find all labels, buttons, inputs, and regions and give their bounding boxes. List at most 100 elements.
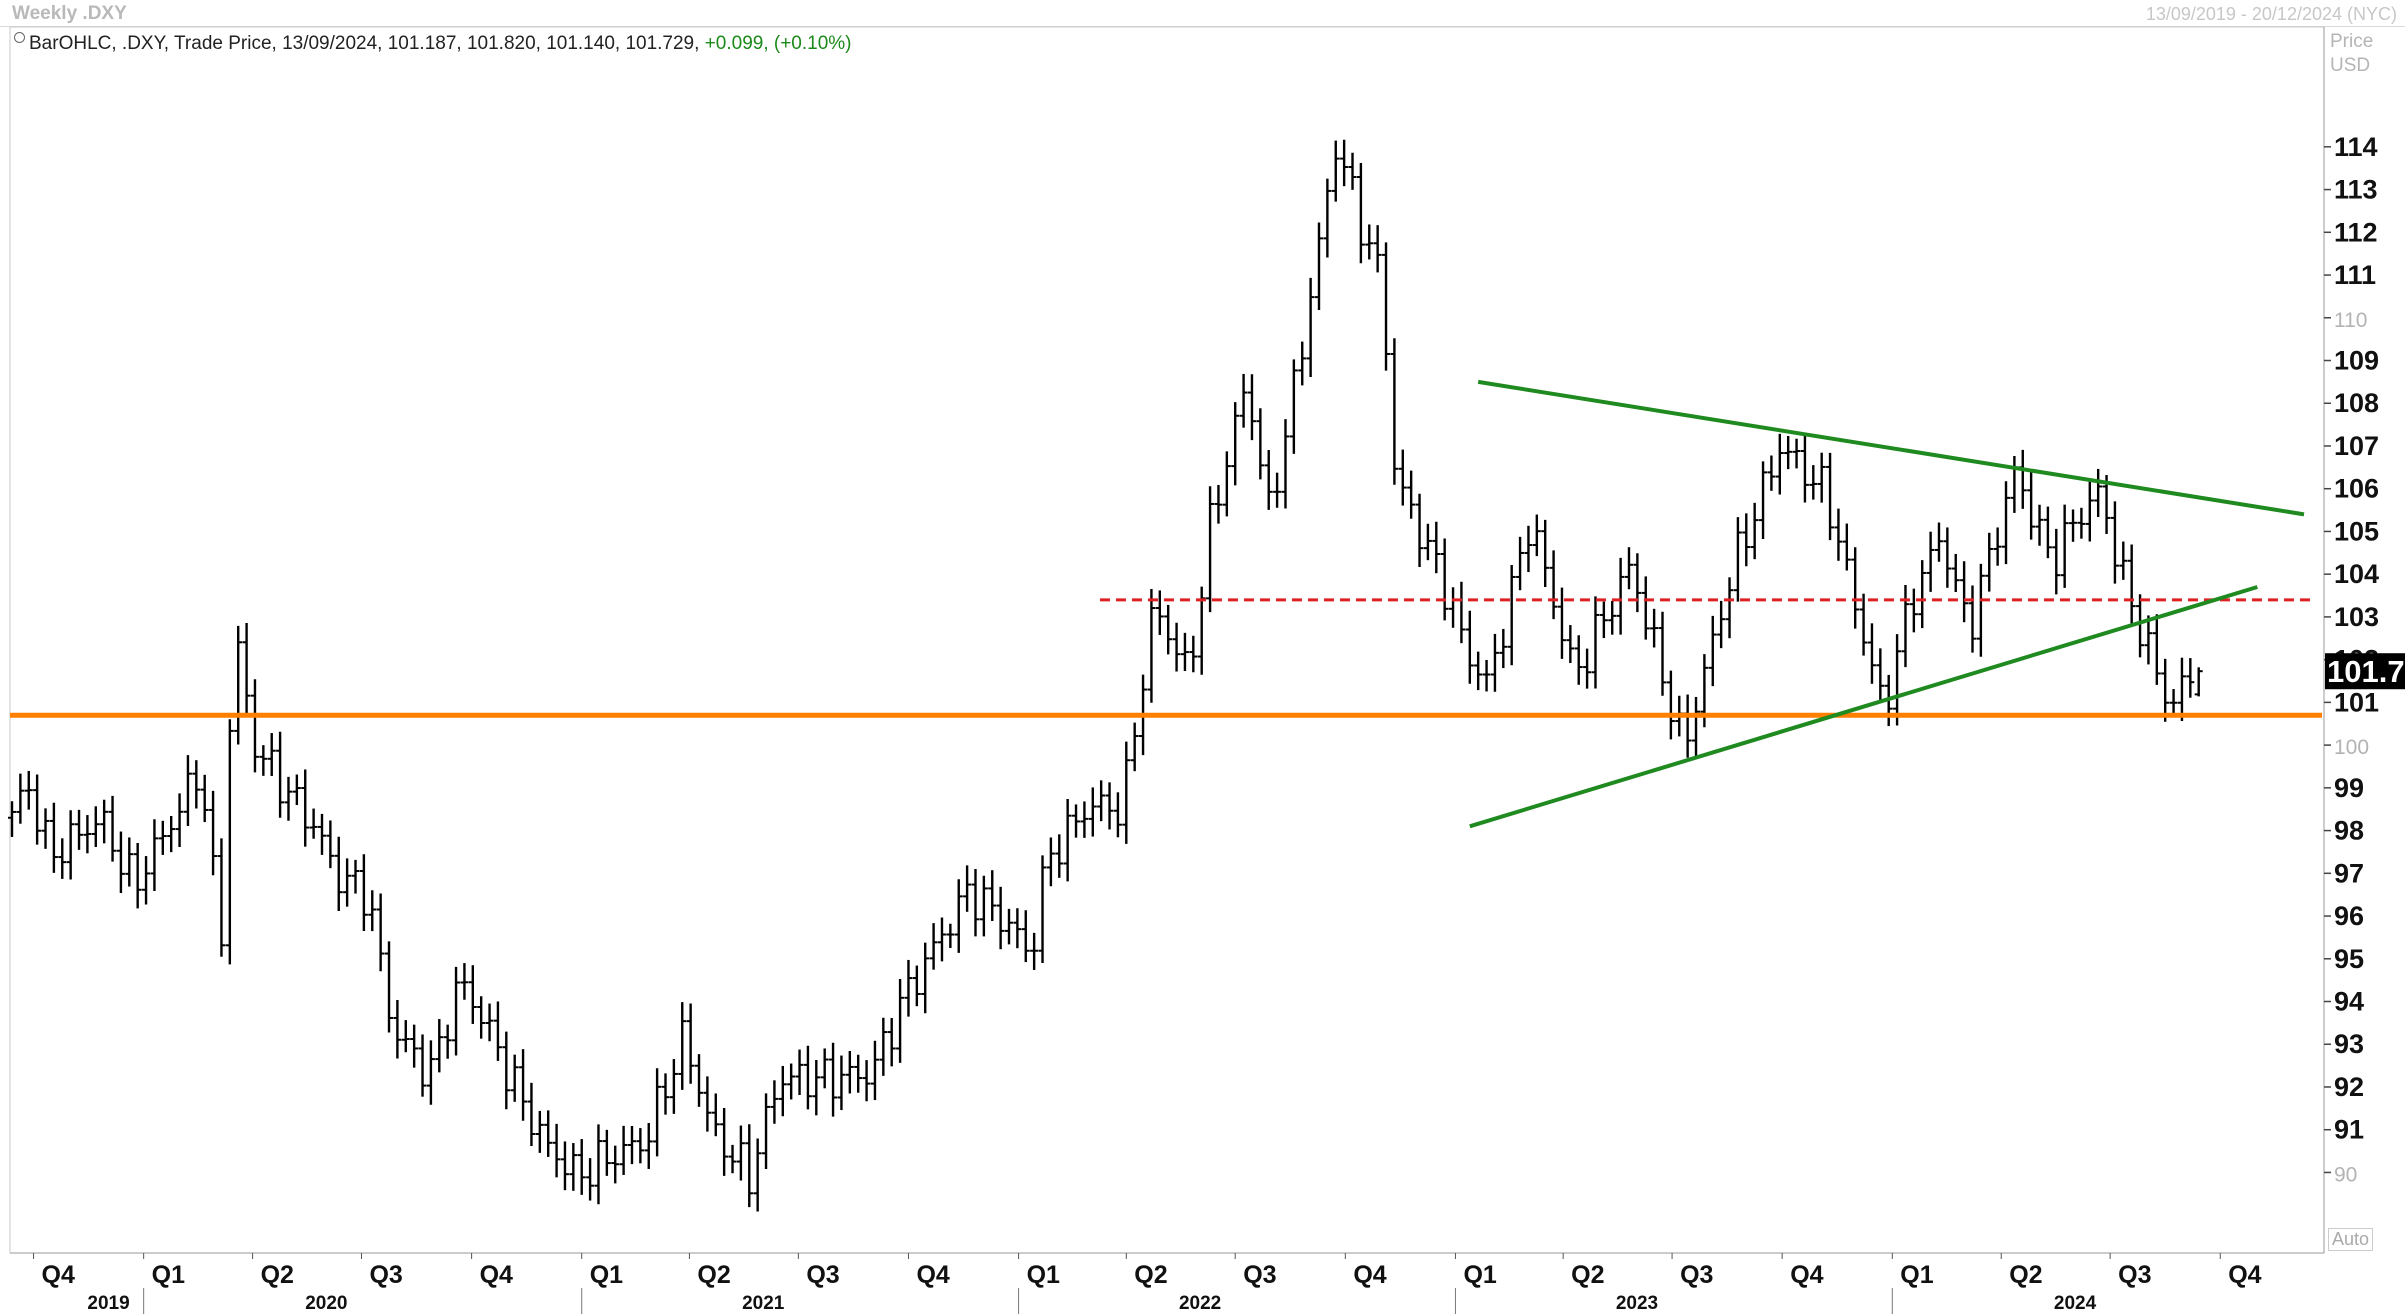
ohlc-bar	[351, 859, 360, 894]
quarter-label: Q3	[1243, 1261, 1276, 1289]
y-tick-label: 105	[2334, 516, 2379, 546]
ohlc-bar	[577, 1139, 586, 1195]
ohlc-bar	[929, 923, 938, 970]
ohlc-bar	[1759, 461, 1768, 539]
ohlc-bar	[2127, 544, 2136, 625]
ohlc-bar	[1046, 837, 1055, 887]
ohlc-bar	[1314, 222, 1323, 311]
y-tick-label: 96	[2334, 901, 2364, 931]
quarter-label: Q3	[806, 1261, 839, 1289]
ohlc-bar	[1624, 547, 1633, 590]
ohlc-bar	[2094, 468, 2103, 518]
ohlc-bar	[1733, 517, 1742, 602]
ohlc-bar	[267, 733, 276, 776]
ohlc-bar	[979, 875, 988, 937]
quarter-label: Q3	[369, 1261, 402, 1289]
ohlc-bar	[1650, 608, 1659, 648]
ohlc-bar	[1800, 433, 1809, 503]
ohlc-bar	[2144, 615, 2153, 665]
ohlc-bar	[1909, 588, 1918, 633]
last-price-flag	[2325, 653, 2405, 690]
date-range: 13/09/2019 - 20/12/2024 (NYC)	[2145, 4, 2397, 24]
year-label: 2022	[1179, 1293, 1221, 1314]
ohlc-bar	[150, 819, 159, 892]
ohlc-bar	[1792, 438, 1801, 469]
last-price-label: 101.7	[2327, 654, 2405, 689]
ohlc-bar	[1993, 527, 2002, 566]
ohlc-bar	[58, 838, 67, 879]
quarter-label: Q3	[1680, 1261, 1713, 1289]
quarter-label: Q2	[261, 1261, 294, 1289]
ohlc-bar	[401, 1020, 410, 1053]
ohlc-bar	[8, 801, 16, 837]
ohlc-bar	[1943, 527, 1952, 588]
ohlc-bar	[1750, 502, 1759, 560]
ohlc-bar	[829, 1042, 838, 1117]
ohlc-bar	[653, 1068, 662, 1157]
ohlc-bar	[1616, 557, 1625, 635]
ohlc-bar	[1893, 634, 1902, 726]
ohlc-bar	[1080, 801, 1089, 838]
ohlc-bar	[183, 755, 192, 827]
ohlc-bar	[1742, 513, 1751, 567]
ohlc-bar	[2102, 475, 2111, 535]
y-tick-label: 106	[2334, 474, 2379, 504]
ohlc-bar	[334, 836, 343, 911]
ohlc-bar	[1323, 178, 1332, 258]
quarter-label: Q1	[590, 1261, 623, 1289]
ohlc-bar	[1122, 741, 1131, 844]
ohlc-bar	[1373, 225, 1382, 273]
ohlc-bar	[2169, 689, 2178, 717]
ohlc-bar	[1867, 623, 1876, 684]
legend-change: +0.099, (+0.10%)	[704, 33, 852, 54]
ohlc-bar	[2186, 658, 2195, 698]
quarter-label: Q2	[1134, 1261, 1167, 1289]
ohlc-bar	[1273, 472, 1282, 508]
ohlc-bar	[1247, 374, 1256, 441]
ohlc-bars	[8, 139, 2203, 1212]
ohlc-bar	[1708, 615, 1717, 687]
ohlc-bar	[477, 996, 486, 1039]
auto-scale-button[interactable]: Auto	[2328, 1228, 2374, 1251]
ohlc-bar	[1809, 465, 1818, 500]
ohlc-bar	[116, 831, 125, 894]
legend-text: BarOHLC, .DXY, Trade Price, 13/09/2024, …	[29, 33, 700, 54]
upper-trendline-line	[1477, 379, 2305, 517]
y-tick-label: 112	[2334, 217, 2378, 247]
quarter-label: Q4	[2228, 1261, 2261, 1289]
ohlc-bar	[16, 773, 25, 824]
ohlc-bar	[1013, 908, 1022, 949]
ohlc-bar	[502, 1031, 511, 1110]
ohlc-bar	[1340, 139, 1349, 187]
ohlc-bar	[736, 1125, 745, 1181]
ohlc-bar	[1105, 782, 1114, 830]
ohlc-bar	[1289, 359, 1298, 454]
legend-circle-icon	[14, 32, 25, 43]
ohlc-bar	[376, 893, 385, 972]
ohlc-bar	[1574, 635, 1583, 685]
ohlc-bar	[2194, 667, 2203, 697]
ohlc-bar	[937, 917, 946, 962]
y-axis: 9091929394959697989910010110210310410510…	[2323, 27, 2405, 1253]
ohlc-bar	[1465, 610, 1474, 684]
ohlc-bar	[1918, 560, 1927, 629]
ohlc-bar	[778, 1065, 787, 1117]
ohlc-bar	[225, 719, 234, 965]
ohlc-bar	[627, 1126, 636, 1165]
ohlc-bar	[1088, 787, 1097, 837]
ohlc-bar	[435, 1019, 444, 1073]
ohlc-bar	[108, 795, 117, 862]
ohlc-bar	[1390, 338, 1399, 485]
ohlc-bar	[703, 1076, 712, 1132]
ohlc-bar	[2002, 481, 2011, 565]
ohlc-bar	[418, 1034, 427, 1097]
ohlc-bar	[1566, 625, 1575, 664]
ohlc-bar	[1692, 696, 1701, 758]
ohlc-bar	[200, 774, 209, 823]
y-tick-label: 93	[2334, 1029, 2364, 1059]
ohlc-bar	[359, 854, 368, 932]
ohlc-bar	[1474, 651, 1483, 691]
ohlc-bar	[142, 856, 151, 905]
